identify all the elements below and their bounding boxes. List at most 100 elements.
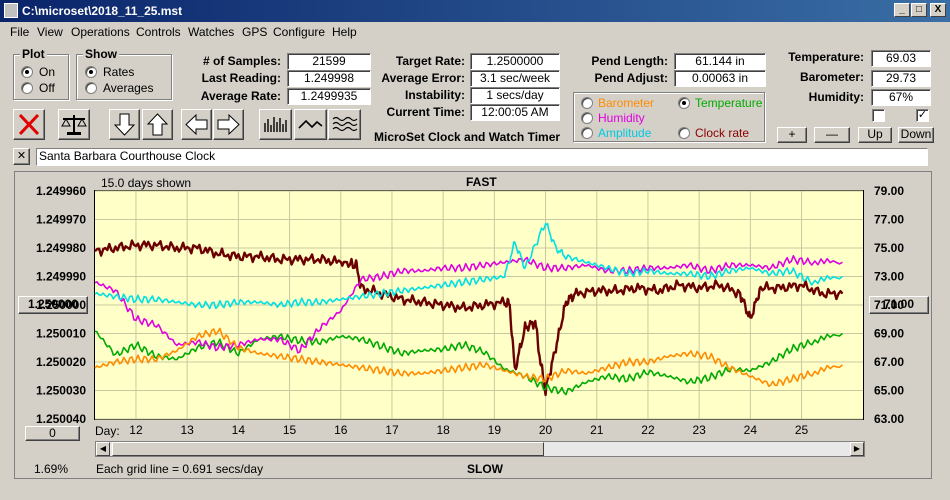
humidity-radio[interactable] xyxy=(581,112,593,124)
plot-group: Plot On Off xyxy=(13,47,69,100)
balance-scale-icon xyxy=(61,115,87,135)
clock-rate-radio[interactable] xyxy=(678,127,690,139)
right-tick-label: 63.00 xyxy=(874,412,904,426)
right-tick-label: 73.00 xyxy=(874,270,904,284)
x-tick-label: 14 xyxy=(232,423,246,437)
env-checkbox-2[interactable]: ✓ xyxy=(916,109,929,122)
target-rate-value[interactable]: 1.2500000 xyxy=(470,53,560,70)
average-error-value: 3.1 sec/week xyxy=(470,70,560,87)
up-button[interactable]: Up xyxy=(858,127,892,143)
plot-off-radio[interactable] xyxy=(21,82,33,94)
maximize-button[interactable]: □ xyxy=(911,3,927,17)
show-group: Show Rates Averages xyxy=(76,47,172,100)
average-rate-label: Average Rate: xyxy=(200,89,281,103)
zero-button[interactable]: 0 xyxy=(25,426,80,441)
average-rate-value: 1.2499935 xyxy=(287,88,371,105)
series-line-humidity xyxy=(94,255,843,354)
stop-button[interactable] xyxy=(13,109,45,140)
right-tick-label: 67.00 xyxy=(874,355,904,369)
right-center-button[interactable]: 71.00 xyxy=(869,296,929,314)
x-tick-label: 22 xyxy=(641,423,655,437)
days-shown-label: 15.0 days shown xyxy=(101,176,192,190)
series-line-temperature xyxy=(94,330,844,396)
minus-button[interactable]: — xyxy=(814,127,850,143)
amplitude-option[interactable]: Amplitude xyxy=(598,126,652,140)
left-center-button[interactable]: 1.250000 xyxy=(18,296,88,314)
x-tick-label: 17 xyxy=(385,423,399,437)
menu-help[interactable]: Help xyxy=(332,25,357,39)
scroll-left-arrow[interactable]: ◀ xyxy=(96,442,110,456)
clock-rate-option[interactable]: Clock rate xyxy=(695,126,750,140)
up-arrow-button[interactable] xyxy=(142,109,173,140)
temperature-radio[interactable] xyxy=(678,97,690,109)
menu-controls[interactable]: Controls xyxy=(136,25,181,39)
current-time-label: Current Time: xyxy=(386,105,465,119)
barometer-option[interactable]: Barometer xyxy=(598,96,655,110)
menu-file[interactable]: File xyxy=(10,25,30,39)
scroll-thumb[interactable] xyxy=(112,442,544,456)
env-checkbox-1[interactable] xyxy=(872,109,885,122)
right-tick-label: 71.00 xyxy=(874,298,904,312)
right-tick-label: 69.00 xyxy=(874,327,904,341)
humidity-option[interactable]: Humidity xyxy=(598,111,645,125)
red-x-icon xyxy=(18,113,40,136)
clear-clock-button[interactable]: ✕ xyxy=(13,148,30,165)
x-tick-label: 15 xyxy=(283,423,297,437)
x-tick-label: 13 xyxy=(180,423,194,437)
show-rates-radio[interactable] xyxy=(85,66,97,78)
x-tick-label: 24 xyxy=(744,423,758,437)
grid-note: Each grid line = 0.691 secs/day xyxy=(96,462,264,476)
plus-button[interactable]: + xyxy=(777,127,807,143)
samples-label: # of Samples: xyxy=(202,54,281,68)
left-tick-label: 1.249960 xyxy=(36,184,86,198)
menu-watches[interactable]: Watches xyxy=(188,25,235,39)
target-rate-label: Target Rate: xyxy=(395,54,465,68)
temperature-option[interactable]: Temperature xyxy=(695,96,763,110)
right-tick-label: 65.00 xyxy=(874,384,904,398)
humidity-value: 67% xyxy=(871,89,931,106)
arrow-down-icon xyxy=(113,113,136,136)
menu-bar: File View Operations Controls Watches GP… xyxy=(0,22,950,42)
x-tick-label: 20 xyxy=(539,423,553,437)
show-rates-label: Rates xyxy=(103,65,135,79)
x-tick-label: 19 xyxy=(488,423,502,437)
series-line-amplitude xyxy=(94,222,843,310)
right-arrow-button[interactable] xyxy=(213,109,244,140)
x-tick-label: 23 xyxy=(692,423,706,437)
show-averages-radio[interactable] xyxy=(85,82,97,94)
percent-readout: 1.69% xyxy=(34,462,69,476)
barometer-label: Barometer: xyxy=(799,70,864,84)
chart-frame xyxy=(14,171,932,479)
x-tick-label: 18 xyxy=(436,423,450,437)
scroll-right-arrow[interactable]: ▶ xyxy=(850,442,864,456)
menu-configure[interactable]: Configure xyxy=(273,25,326,39)
pend-length-label: Pend Length: xyxy=(591,54,668,68)
menu-operations[interactable]: Operations xyxy=(71,25,130,39)
wave-graph-button[interactable] xyxy=(328,109,361,140)
time-scrollbar[interactable]: ◀ ▶ xyxy=(95,441,865,457)
left-arrow-button[interactable] xyxy=(181,109,212,140)
plot-on-radio[interactable] xyxy=(21,66,33,78)
pend-length-value[interactable]: 61.144 in xyxy=(674,53,766,70)
close-button[interactable]: X xyxy=(930,3,946,17)
clock-name-field[interactable]: Santa Barbara Courthouse Clock xyxy=(36,148,928,166)
menu-gps[interactable]: GPS xyxy=(242,25,268,39)
arrow-right-icon xyxy=(217,113,240,136)
right-tick-label: 79.00 xyxy=(874,184,904,198)
pend-adjust-value[interactable]: 0.00063 in xyxy=(674,70,766,87)
slow-label: SLOW xyxy=(467,462,503,476)
menu-view[interactable]: View xyxy=(37,25,63,39)
average-error-label: Average Error: xyxy=(381,71,465,85)
down-arrow-button[interactable] xyxy=(109,109,140,140)
balance-button[interactable] xyxy=(58,109,90,140)
arrow-up-icon xyxy=(146,113,169,136)
left-tick-label: 1.249980 xyxy=(36,241,86,255)
line-graph-button[interactable] xyxy=(294,109,327,140)
barometer-radio[interactable] xyxy=(581,97,593,109)
amplitude-radio[interactable] xyxy=(581,127,593,139)
last-reading-value: 1.249998 xyxy=(287,70,371,87)
minimize-button[interactable]: _ xyxy=(894,3,910,17)
down-button[interactable]: Down xyxy=(898,127,934,143)
bar-graph-button[interactable] xyxy=(259,109,292,140)
